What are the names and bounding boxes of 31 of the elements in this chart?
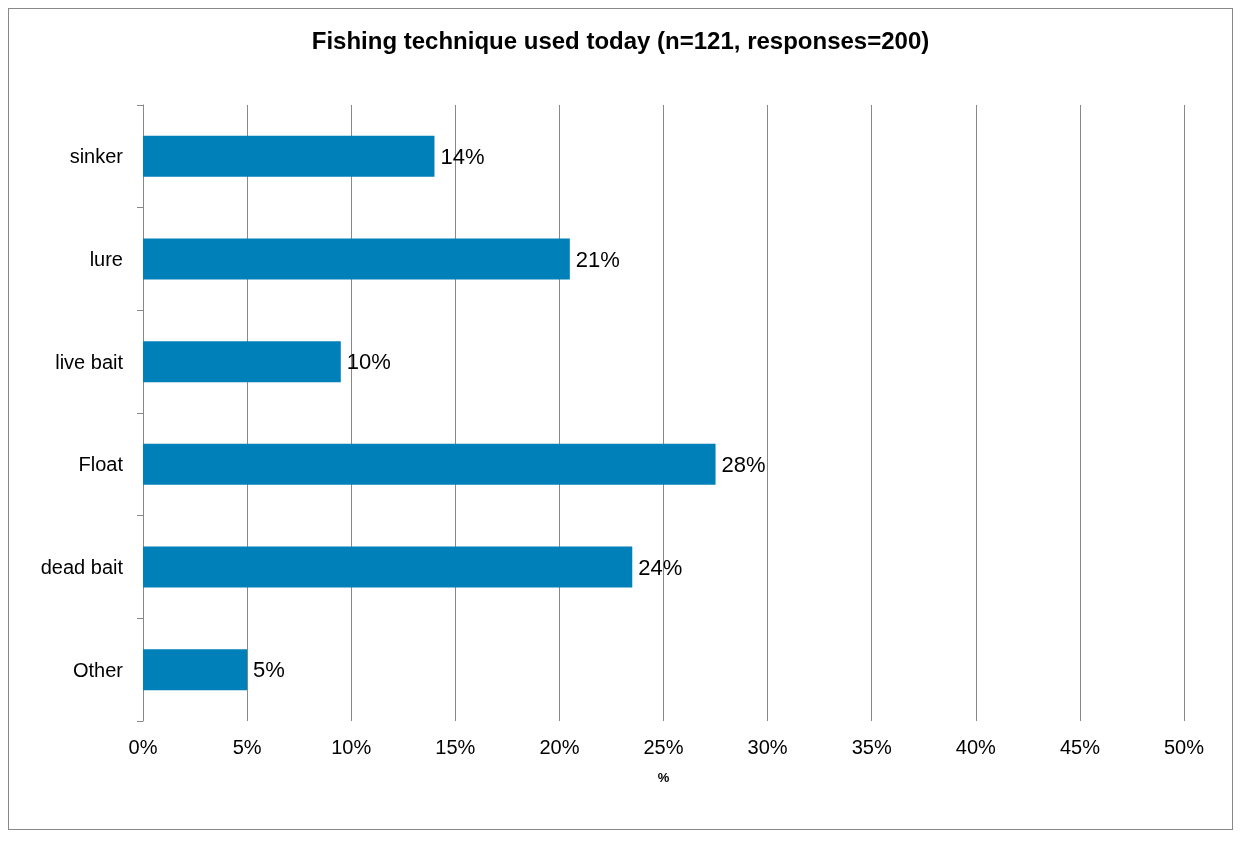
data-label: 5% — [253, 657, 285, 683]
x-tick-label: 35% — [851, 736, 892, 758]
y-tick-label: sinker — [69, 145, 124, 168]
x-tick-label: 30% — [747, 736, 788, 758]
bar — [143, 546, 633, 588]
x-tick-label: 10% — [331, 736, 372, 758]
bar — [143, 649, 248, 691]
data-label: 24% — [638, 554, 683, 580]
bar — [143, 341, 341, 383]
y-tick-label: live bait — [55, 350, 124, 373]
x-tick-label: 20% — [539, 736, 580, 758]
x-tick-label: 25% — [643, 736, 684, 758]
x-tick-label: 40% — [955, 736, 997, 758]
chart-title: Fishing technique used today (n=121, responses=200) — [311, 26, 930, 54]
y-tick-label: lure — [89, 248, 123, 270]
data-label: 10% — [346, 349, 391, 375]
y-tick-label: Float — [78, 453, 124, 476]
bar — [143, 238, 570, 280]
x-tick-label: 15% — [435, 736, 476, 758]
x-tick-label: 50% — [1163, 736, 1205, 758]
bar — [143, 135, 435, 177]
y-tick-label: dead bait — [40, 556, 124, 578]
x-axis-title: % — [657, 770, 670, 785]
data-label: 21% — [575, 246, 620, 272]
y-tick-label: Other — [72, 658, 124, 681]
bar — [143, 443, 716, 485]
data-label: 28% — [721, 451, 766, 477]
x-tick-label: 45% — [1059, 736, 1101, 758]
x-tick-label: 5% — [232, 736, 262, 758]
x-tick-label: 0% — [128, 736, 158, 758]
data-label: 14% — [440, 143, 485, 169]
